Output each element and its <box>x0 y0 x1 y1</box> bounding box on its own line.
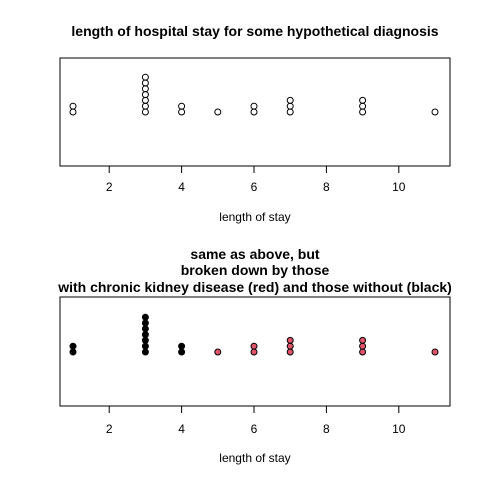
panel2-series-2-point-1 <box>214 348 222 356</box>
panel2-series-1-point-1 <box>69 348 77 356</box>
panel2-series-2-point-9 <box>359 336 367 344</box>
panel2-series-1-point-8 <box>141 319 149 327</box>
panel1-x-tick-label-8: 8 <box>323 180 330 194</box>
panel2-series-1-point-7 <box>141 325 149 333</box>
panel1-series-1-point-3 <box>141 108 149 116</box>
panel2-series-2-point-6 <box>286 336 294 344</box>
panel1-series-1-point-14 <box>250 102 258 110</box>
panel1-series-1-point-13 <box>250 108 258 116</box>
panel1-series-1-point-12 <box>214 108 222 116</box>
panel2-x-tick-label-2: 2 <box>106 422 113 436</box>
panel1-series-1-point-8 <box>141 79 149 87</box>
panel1-series-1-point-15 <box>286 108 294 116</box>
panel2-series-1-point-9 <box>141 313 149 321</box>
panel2-title-line-2: broken down by those <box>181 262 330 278</box>
panel2-series-1-point-6 <box>141 331 149 339</box>
panel2-x-axis-label: length of stay <box>219 451 290 465</box>
panel1-x-axis-label: length of stay <box>219 210 290 224</box>
panel1-series-1-point-18 <box>359 108 367 116</box>
panel1-series-1-point-17 <box>286 96 294 104</box>
panel1-x-tick-label-6: 6 <box>251 180 258 194</box>
panel1-series-1-point-16 <box>286 102 294 110</box>
panel2-x-tick-label-6: 6 <box>251 422 258 436</box>
panel2-series-1-point-11 <box>178 342 186 350</box>
panel2-series-2-point-4 <box>286 348 294 356</box>
panel1-series-1-point-20 <box>359 96 367 104</box>
panel1-series-1-point-10 <box>178 108 186 116</box>
panel2-series-2-point-7 <box>359 348 367 356</box>
panel1-title-line-1: length of hospital stay for some hypothe… <box>71 23 438 39</box>
panel1-series-1-point-1 <box>69 108 77 116</box>
panel2-title-line-1: same as above, but <box>190 246 320 262</box>
panel2-series-2-point-10 <box>431 348 439 356</box>
panel1-series-1-point-2 <box>69 102 77 110</box>
panel2-series-1-point-3 <box>141 348 149 356</box>
panel1-x-tick-label-10: 10 <box>392 180 406 194</box>
panel1-x-tick-label-2: 2 <box>106 180 113 194</box>
panel2-series-2-point-3 <box>250 342 258 350</box>
panel1-series-1-point-19 <box>359 102 367 110</box>
panel1-x-tick-label-4: 4 <box>178 180 185 194</box>
panel1-series-1-point-11 <box>178 102 186 110</box>
panel2-x-tick-label-10: 10 <box>392 422 406 436</box>
panel1-series-1-point-9 <box>141 73 149 81</box>
panel2-series-1-point-5 <box>141 336 149 344</box>
panel2-x-tick-label-8: 8 <box>323 422 330 436</box>
panel2-title-line-3: with chronic kidney disease (red) and th… <box>57 279 452 295</box>
panel1-series-1-point-7 <box>141 85 149 93</box>
panel1-plot-frame <box>59 57 451 167</box>
panel2-series-2-point-2 <box>250 348 258 356</box>
panel2-series-2-point-8 <box>359 342 367 350</box>
panel2-series-1-point-10 <box>178 348 186 356</box>
panel1-series-1-point-4 <box>141 102 149 110</box>
panel2-series-1-point-4 <box>141 342 149 350</box>
panel2-x-tick-label-4: 4 <box>178 422 185 436</box>
panel1-series-1-point-6 <box>141 91 149 99</box>
panel2-series-2-point-5 <box>286 342 294 350</box>
panel1-series-1-point-21 <box>431 108 439 116</box>
panel1-series-1-point-5 <box>141 96 149 104</box>
panel2-series-1-point-2 <box>69 342 77 350</box>
